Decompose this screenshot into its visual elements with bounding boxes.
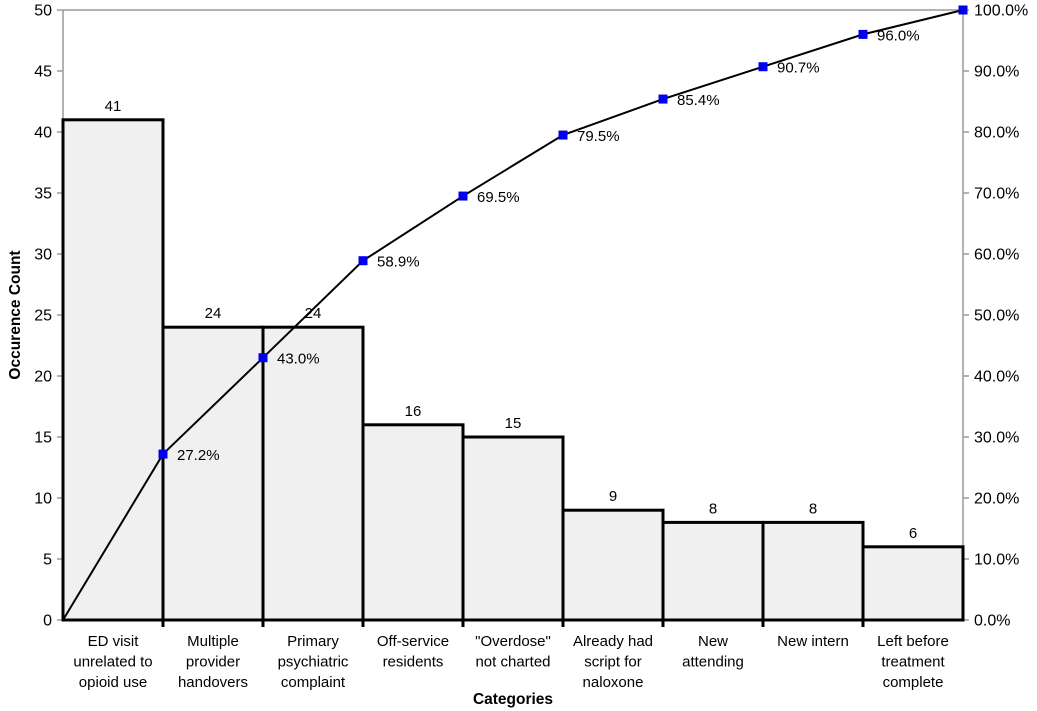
cumulative-marker — [258, 353, 268, 363]
left-axis-tick-label: 30 — [34, 247, 52, 264]
cumulative-marker — [858, 29, 868, 39]
cumulative-percent-label: 90.7% — [777, 60, 820, 77]
bar — [861, 545, 965, 622]
cumulative-percent-label: 27.2% — [177, 447, 220, 464]
right-axis-tick-label: 90.0% — [974, 64, 1019, 81]
cumulative-marker — [758, 62, 768, 72]
left-axis-tick-label: 5 — [43, 552, 52, 569]
bar-value-label: 41 — [105, 98, 122, 115]
x-axis-title: Categories — [473, 691, 553, 708]
bar — [561, 508, 665, 622]
right-axis-tick-label: 10.0% — [974, 552, 1019, 569]
category-label: unrelated to — [73, 654, 152, 671]
right-axis-tick-label: 100.0% — [974, 3, 1028, 20]
left-axis-tick-label: 40 — [34, 125, 52, 142]
cumulative-percent-label: 96.0% — [877, 27, 920, 44]
bar — [261, 325, 365, 622]
left-axis-tick-label: 45 — [34, 64, 52, 81]
left-axis-tick-label: 10 — [34, 491, 52, 508]
cumulative-line — [62, 9, 964, 621]
right-axis-tick-label: 20.0% — [974, 491, 1019, 508]
left-axis-tick-label: 0 — [43, 613, 52, 630]
category-label: Left before — [877, 633, 949, 650]
left-axis-tick-label: 15 — [34, 430, 52, 447]
bar-value-label: 9 — [609, 488, 617, 505]
cumulative-percent-label: 69.5% — [477, 189, 520, 206]
cumulative-marker — [158, 449, 168, 459]
bar — [161, 325, 265, 622]
category-label: psychiatric — [278, 654, 349, 671]
y-axis-title: Occurence Count — [7, 250, 24, 379]
category-label: New intern — [777, 633, 849, 650]
cumulative-marker — [358, 256, 368, 266]
cumulative-marker — [958, 5, 968, 15]
category-label: naloxone — [583, 674, 644, 691]
category-label: complaint — [281, 674, 346, 691]
right-axis-tick-label: 60.0% — [974, 247, 1019, 264]
right-axis-tick-label: 80.0% — [974, 125, 1019, 142]
cumulative-percent-label: 79.5% — [577, 128, 620, 145]
category-label: script for — [584, 654, 642, 671]
cumulative-percent-label: 43.0% — [277, 351, 320, 368]
category-label: "Overdose" — [475, 633, 551, 650]
bar — [61, 118, 165, 622]
bar-value-label: 24 — [205, 305, 222, 322]
category-label: not charted — [475, 654, 550, 671]
bar-value-label: 16 — [405, 403, 422, 420]
right-axis-tick-label: 70.0% — [974, 186, 1019, 203]
left-axis-tick-label: 50 — [34, 3, 52, 20]
bar — [661, 520, 765, 622]
category-label: provider — [186, 654, 240, 671]
bar-value-label: 8 — [709, 500, 717, 517]
cumulative-marker — [558, 130, 568, 140]
bar — [461, 435, 565, 622]
bar — [761, 520, 865, 622]
bar-value-label: 8 — [809, 500, 817, 517]
category-label: Multiple — [187, 633, 239, 650]
category-label: residents — [383, 654, 444, 671]
right-axis-tick-label: 50.0% — [974, 308, 1019, 325]
category-label: opioid use — [79, 674, 147, 691]
category-label: New — [698, 633, 728, 650]
category-label: complete — [883, 674, 944, 691]
cumulative-marker — [658, 94, 668, 104]
cumulative-percent-label: 58.9% — [377, 254, 420, 271]
category-label: treatment — [881, 654, 945, 671]
bar-value-label: 24 — [305, 305, 322, 322]
left-axis-tick-label: 20 — [34, 369, 52, 386]
category-label: ED visit — [88, 633, 140, 650]
bar-value-label: 6 — [909, 525, 917, 542]
category-label: handovers — [178, 674, 248, 691]
left-axis-tick-label: 25 — [34, 308, 52, 325]
right-axis-tick-label: 30.0% — [974, 430, 1019, 447]
left-axis-tick-label: 35 — [34, 186, 52, 203]
category-label: Off-service — [377, 633, 449, 650]
bar-value-label: 15 — [505, 415, 522, 432]
right-axis-tick-label: 40.0% — [974, 369, 1019, 386]
cumulative-marker — [458, 191, 468, 201]
category-label: attending — [682, 654, 744, 671]
bar — [361, 423, 465, 622]
category-label: Already had — [573, 633, 653, 650]
category-label: Primary — [287, 633, 339, 650]
cumulative-percent-label: 85.4% — [677, 92, 720, 109]
right-axis-tick-label: 0.0% — [974, 613, 1010, 630]
